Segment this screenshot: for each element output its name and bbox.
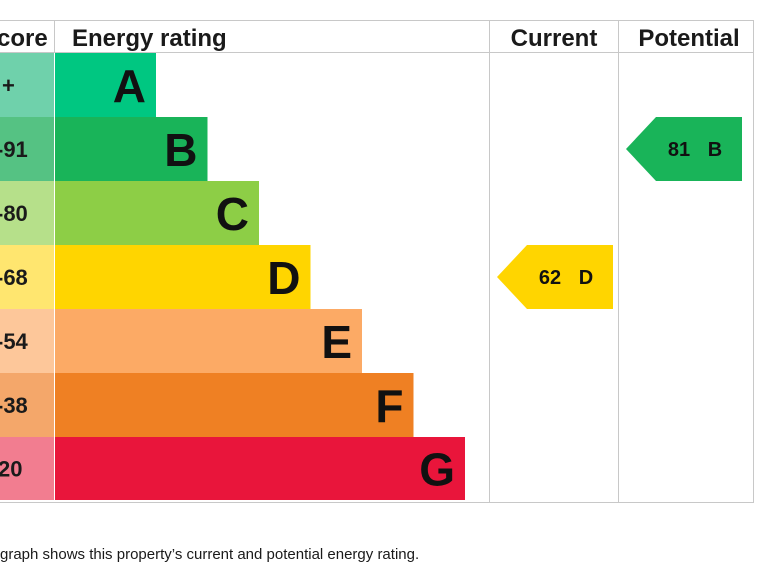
header-energy-rating: Energy rating [72, 25, 227, 52]
score-label-e: -54 [0, 329, 29, 354]
band-bar-b [55, 117, 208, 181]
potential-rating-arrow: 81 B [626, 117, 742, 181]
band-letter-a: A [113, 60, 146, 112]
score-cell-a [0, 53, 54, 117]
score-label-d: -68 [0, 265, 28, 290]
band-row-d: -68 D [0, 245, 311, 309]
chart-frame [0, 20, 754, 503]
band-bar-d [55, 245, 311, 309]
score-cell-g [0, 437, 54, 500]
band-row-f: -38 F [0, 373, 414, 437]
score-cell-b [0, 117, 54, 181]
band-row-b: -91 B [0, 117, 208, 181]
band-bar-e [55, 309, 362, 373]
header-score: core [0, 25, 48, 52]
band-letter-b: B [164, 124, 197, 176]
potential-rating-letter: B [708, 139, 722, 161]
band-letter-c: C [216, 188, 249, 240]
band-letter-e: E [321, 316, 352, 368]
current-rating-value: 62 [539, 267, 561, 289]
band-bar-f [55, 373, 414, 437]
band-bar-a [55, 53, 156, 117]
score-label-b: -91 [0, 137, 28, 162]
score-cell-d [0, 245, 54, 309]
current-rating-arrow: 62 D [497, 245, 613, 309]
band-row-e: -54 E [0, 309, 362, 373]
score-label-a: + [2, 73, 15, 98]
score-label-f: -38 [0, 393, 28, 418]
band-letter-f: F [375, 380, 403, 432]
band-row-c: -80 C [0, 181, 259, 245]
band-bar-g [55, 437, 465, 500]
current-rating-letter: D [579, 267, 593, 289]
energy-rating-chart: core Energy rating Current Potential + A… [0, 20, 754, 503]
score-cell-e [0, 309, 54, 373]
potential-rating-value: 81 [668, 139, 690, 161]
band-letter-d: D [267, 252, 300, 304]
band-bar-c [55, 181, 259, 245]
header-potential: Potential [638, 25, 739, 52]
band-letter-g: G [419, 444, 455, 496]
score-cell-f [0, 373, 54, 437]
band-row-a: + A [0, 53, 156, 117]
score-label-c: -80 [0, 201, 28, 226]
score-label-g: 20 [0, 457, 22, 482]
band-row-g: 20 G [0, 437, 465, 500]
score-cell-c [0, 181, 54, 245]
band-rows: + A -91 B -80 C -68 D -54 E [0, 53, 465, 500]
chart-caption: graph shows this property’s current and … [0, 546, 420, 563]
header-current: Current [511, 25, 598, 52]
